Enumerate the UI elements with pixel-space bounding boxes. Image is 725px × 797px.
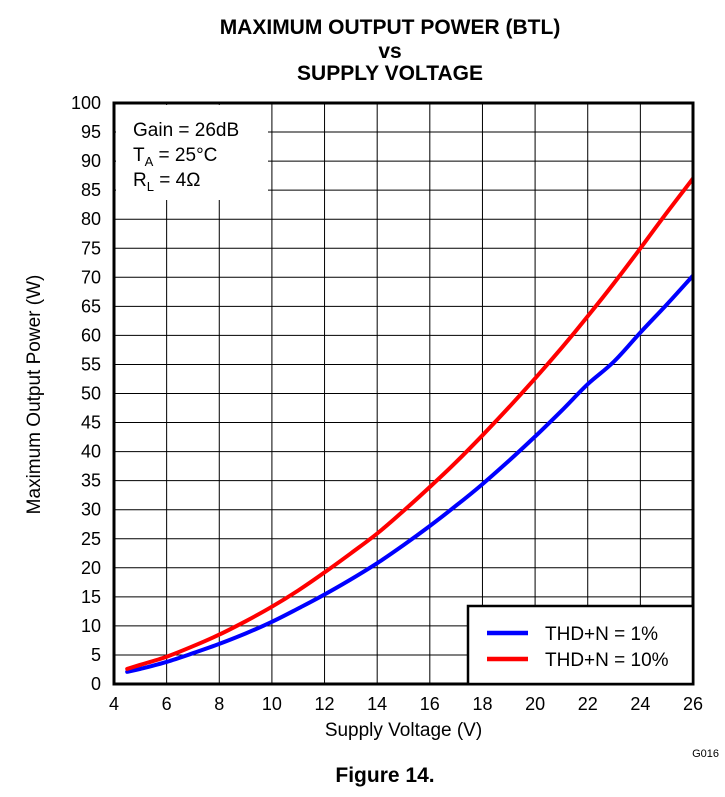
y-tick-label: 20 [81, 558, 101, 578]
y-tick-label: 80 [81, 209, 101, 229]
x-tick-label: 26 [683, 694, 703, 714]
y-tick-label: 45 [81, 413, 101, 433]
series-line-thd-n-1- [125, 273, 693, 674]
annotation-line: RL = 4Ω [133, 170, 200, 194]
chart-title-line-2: vs [378, 40, 402, 63]
series-line-thd-n-10- [125, 176, 693, 671]
x-tick-label: 8 [214, 694, 224, 714]
x-tick-label: 18 [472, 694, 492, 714]
x-tick-label: 16 [420, 694, 440, 714]
x-tick-label: 24 [630, 694, 650, 714]
figure-code: G016 [692, 748, 719, 760]
y-tick-label: 50 [81, 384, 101, 404]
y-tick-label: 15 [81, 587, 101, 607]
y-tick-label: 85 [81, 180, 101, 200]
legend-label: THD+N = 10% [545, 650, 669, 671]
y-tick-label: 100 [71, 93, 101, 113]
x-tick-label: 12 [315, 694, 335, 714]
y-tick-label: 60 [81, 325, 101, 345]
annotation-line: TA = 25°C [133, 145, 217, 169]
tick-labels: 0 5 10 15 20 25 30 35 40 45 50 55 60 65 70 75 80 85 90 95 10… [71, 93, 703, 714]
y-tick-label: 10 [81, 616, 101, 636]
x-tick-label: 20 [525, 694, 545, 714]
x-tick-label: 14 [367, 694, 387, 714]
y-tick-label: 90 [81, 151, 101, 171]
y-tick-label: 75 [81, 238, 101, 258]
annotation-box: Gain = 26dB TA = 25°CRL = 4Ω [116, 105, 268, 200]
legend: THD+N = 1% THD+N = 10% [466, 604, 695, 686]
legend-box [466, 604, 695, 686]
annotation-background [116, 105, 268, 200]
chart-title-line-1: MAXIMUM OUTPUT POWER (BTL) [219, 16, 561, 39]
x-tick-label: 22 [578, 694, 598, 714]
plot-frame [112, 101, 695, 686]
x-tick-label: 10 [262, 694, 282, 714]
y-tick-label: 5 [91, 645, 101, 665]
x-tick-label: 6 [162, 694, 172, 714]
y-tick-label: 40 [81, 442, 101, 462]
series-layer [125, 176, 693, 674]
figure-caption: Figure 14. [335, 764, 435, 787]
x-tick-label: 4 [109, 694, 119, 714]
annotation-line: Gain = 26dB [133, 120, 239, 141]
y-tick-label: 55 [81, 354, 101, 374]
x-axis-label: Supply Voltage (V) [325, 720, 482, 741]
y-tick-label: 35 [81, 471, 101, 491]
legend-label: THD+N = 1% [545, 624, 658, 645]
y-tick-label: 30 [81, 500, 101, 520]
y-tick-label: 65 [81, 296, 101, 316]
y-tick-label: 0 [91, 674, 101, 694]
y-tick-label: 95 [81, 122, 101, 142]
chart-title-line-3: SUPPLY VOLTAGE [297, 62, 483, 85]
y-axis-label: Maximum Output Power (W) [24, 275, 45, 515]
y-tick-label: 70 [81, 267, 101, 287]
y-tick-label: 25 [81, 529, 101, 549]
